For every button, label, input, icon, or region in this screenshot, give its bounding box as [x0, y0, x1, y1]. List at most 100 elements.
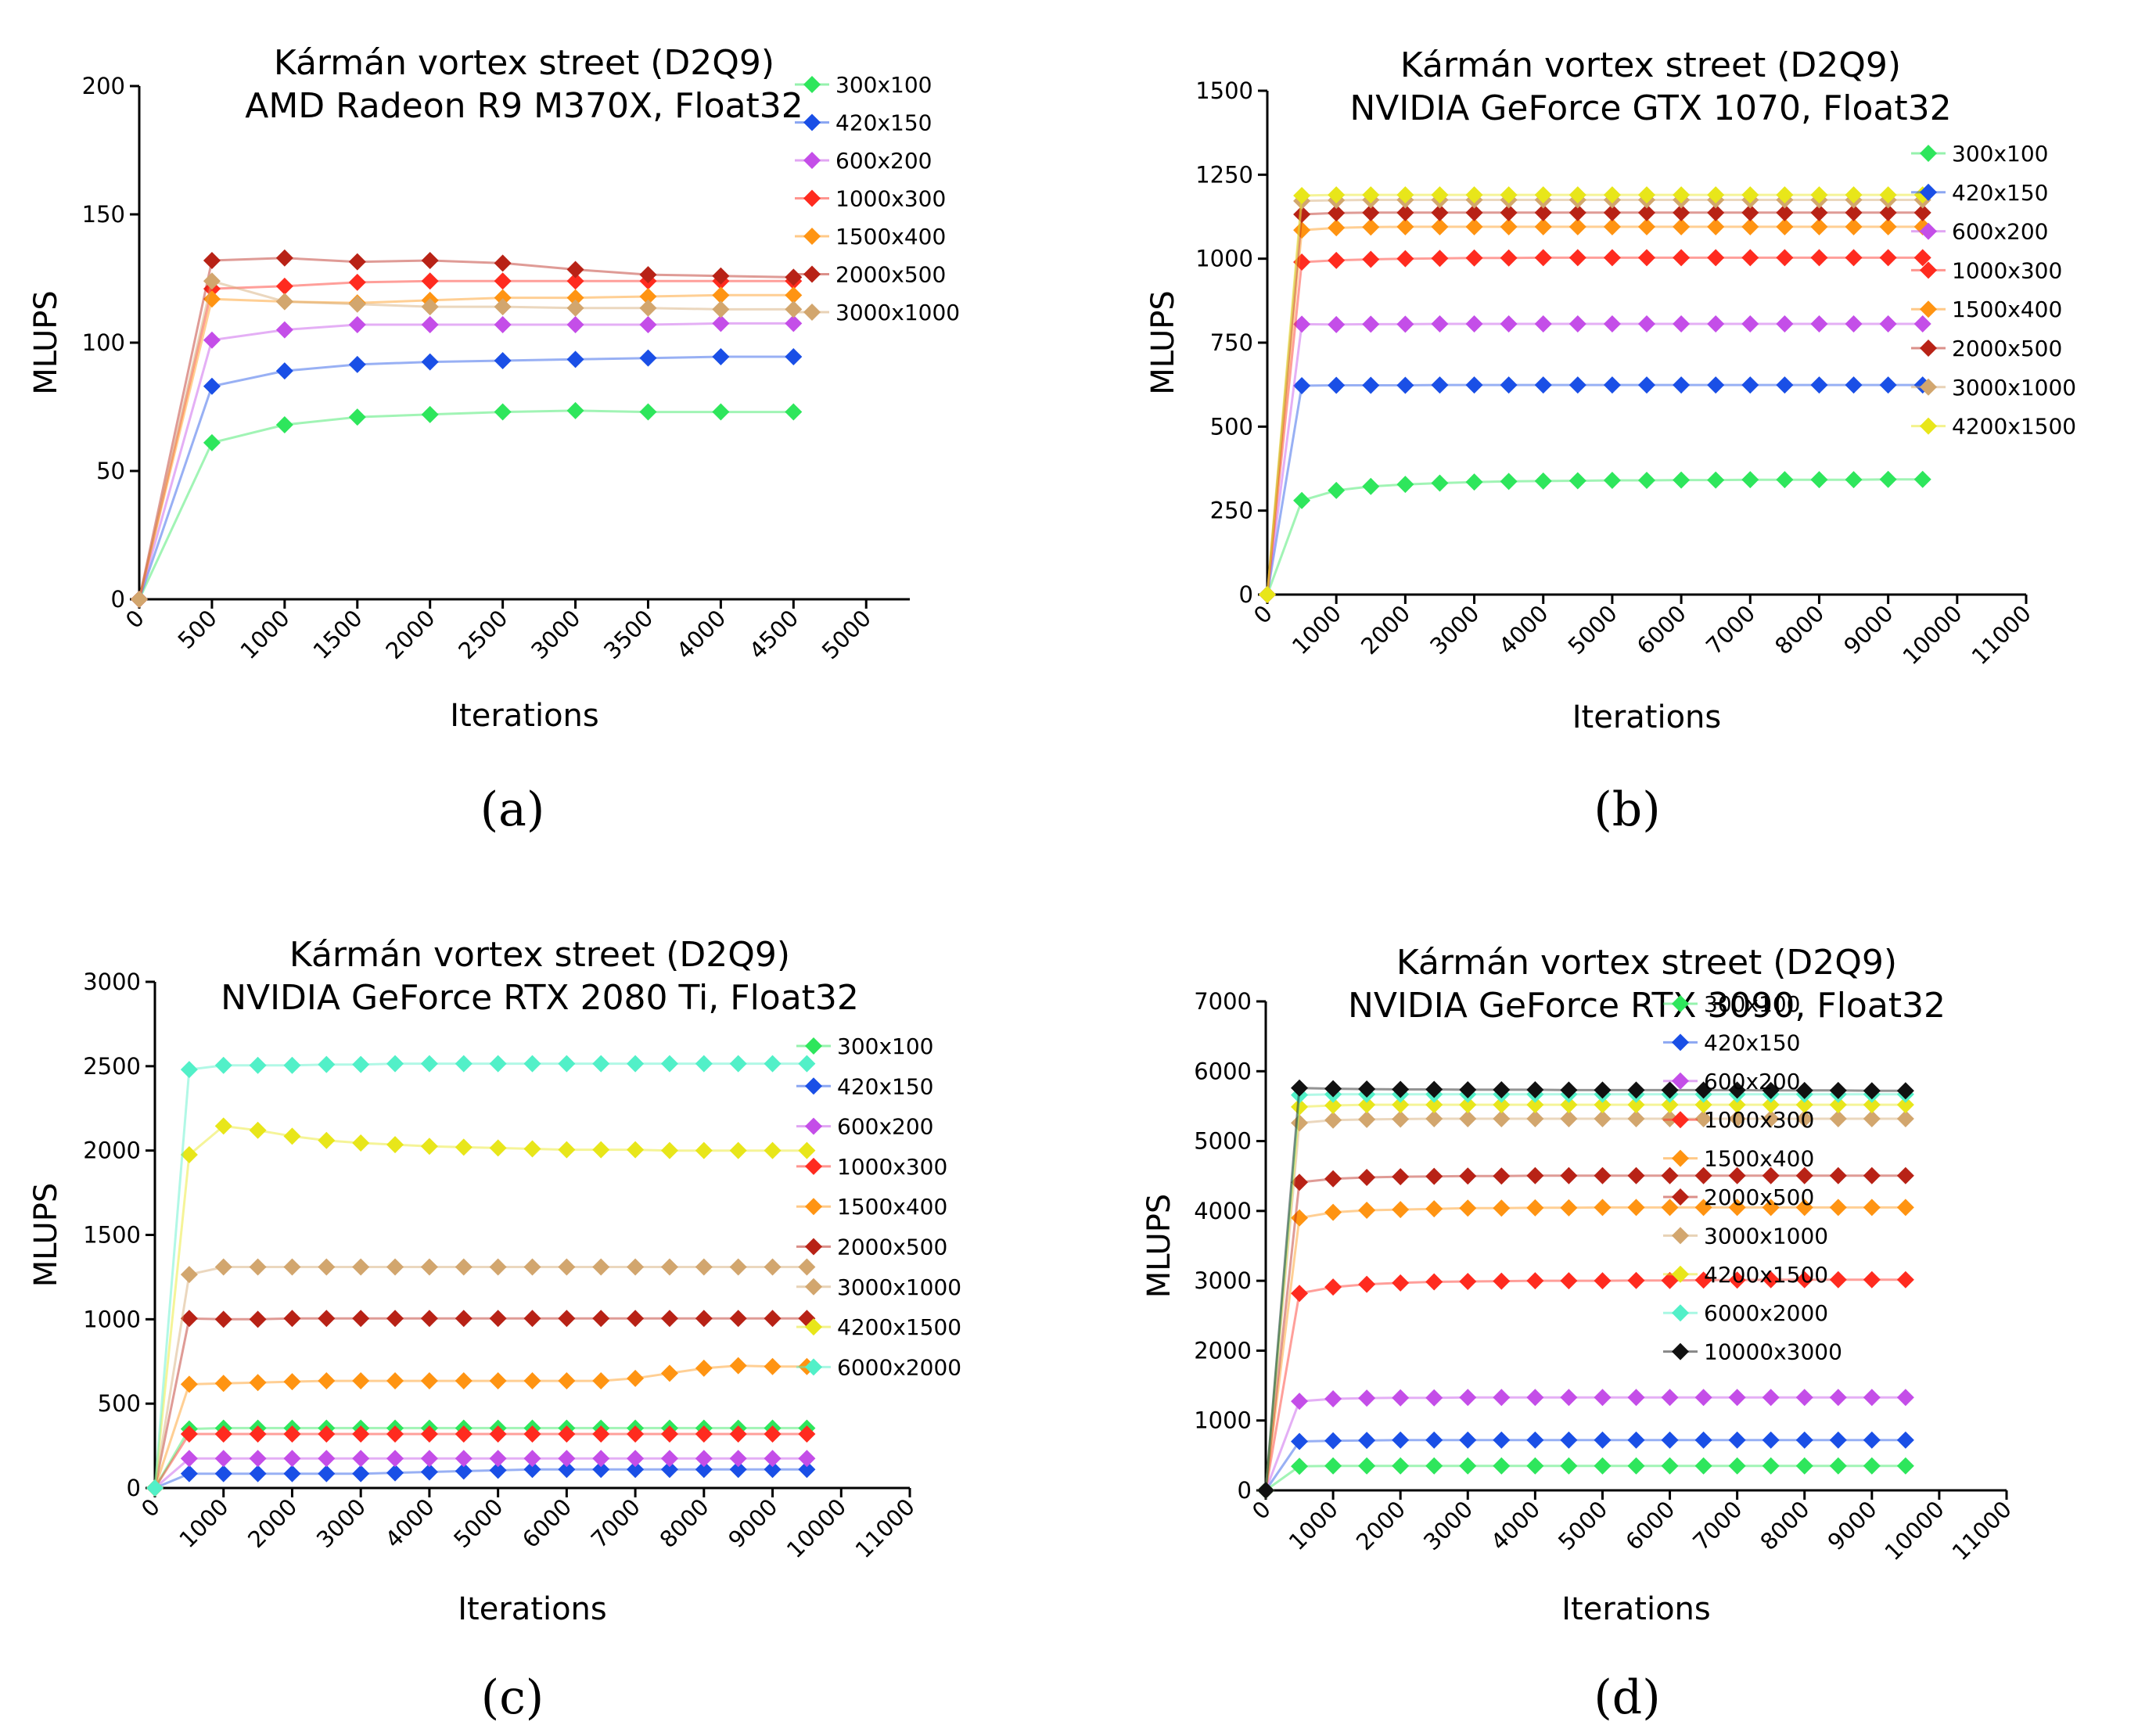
y-tick-label: 500: [98, 1390, 141, 1417]
data-point-600x200: [180, 1450, 198, 1468]
data-point-3000x1000: [1358, 1110, 1376, 1128]
series-1000x300: [1259, 249, 1931, 603]
data-point-1000x300: [627, 1425, 645, 1443]
y-tick-label: 1000: [1195, 246, 1253, 272]
y-axis-label: MLUPS: [1141, 1194, 1177, 1299]
data-point-1500x400: [764, 1357, 782, 1375]
data-point-2000x500: [455, 1310, 473, 1328]
data-point-3000x1000: [627, 1258, 645, 1276]
x-tick-label: 5000: [448, 1493, 508, 1553]
data-point-1000x300: [494, 272, 512, 290]
data-point-4200x1500: [1392, 1096, 1410, 1114]
data-point-420x150: [1293, 376, 1311, 394]
data-point-2000x500: [348, 253, 366, 271]
data-point-1500x400: [1728, 1199, 1746, 1217]
data-point-1500x400: [1603, 217, 1621, 235]
data-point-2000x500: [1526, 1166, 1544, 1184]
data-point-420x150: [318, 1465, 336, 1483]
panel-letter-b: (b): [1594, 782, 1660, 837]
data-point-420x150: [592, 1461, 610, 1479]
data-point-2000x500: [566, 261, 584, 279]
y-tick-label: 50: [96, 458, 125, 484]
data-point-10000x3000: [1896, 1082, 1914, 1100]
data-point-6000x2000: [352, 1055, 370, 1073]
data-point-1500x400: [1358, 1201, 1376, 1219]
data-point-3000x1000: [318, 1258, 336, 1276]
data-point-300x100: [1627, 1457, 1645, 1475]
data-point-420x150: [1324, 1432, 1342, 1450]
series-line-2000x500: [138, 257, 794, 600]
data-point-300x100: [421, 405, 439, 423]
data-point-1000x300: [1728, 1271, 1746, 1289]
data-point-300x100: [1493, 1457, 1511, 1475]
series-420x150: [131, 348, 803, 608]
data-point-1000x300: [1534, 249, 1552, 267]
series-3000x1000: [146, 1258, 816, 1497]
series-line-600x200: [138, 322, 794, 600]
data-point-3000x1000: [275, 293, 293, 311]
data-point-420x150: [1638, 376, 1655, 394]
data-point-1500x400: [639, 287, 657, 305]
data-point-10000x3000: [1459, 1080, 1477, 1098]
data-point-1500x400: [1845, 217, 1863, 235]
legend-marker-300x100: [1920, 145, 1937, 162]
y-tick-label: 500: [1210, 413, 1253, 440]
data-point-10000x3000: [1661, 1081, 1679, 1099]
x-tick-label: 4000: [380, 1493, 440, 1553]
data-point-1000x300: [1776, 249, 1794, 267]
data-point-600x200: [1762, 1389, 1780, 1407]
data-point-4200x1500: [627, 1141, 645, 1159]
data-point-600x200: [1694, 1389, 1712, 1407]
data-point-1000x300: [275, 277, 293, 295]
data-point-3000x1000: [592, 1258, 610, 1276]
series-line-3000x1000: [138, 279, 794, 600]
data-point-1000x300: [1810, 249, 1828, 267]
legend-label-300x100: 300x100: [835, 72, 932, 98]
y-tick-label: 100: [82, 329, 125, 356]
data-point-420x150: [1465, 376, 1483, 394]
data-point-300x100: [494, 403, 512, 421]
data-point-1000x300: [420, 1425, 438, 1443]
x-tick-label: 8000: [655, 1493, 714, 1553]
legend-marker-1500x400: [805, 1198, 822, 1216]
data-point-1000x300: [566, 272, 584, 290]
legend-label-600x200: 600x200: [1952, 219, 2048, 245]
data-point-4200x1500: [1431, 186, 1449, 204]
y-tick-label: 4000: [1194, 1198, 1252, 1224]
data-point-1000x300: [180, 1425, 198, 1443]
data-point-2000x500: [1362, 203, 1380, 221]
x-tick-label: 7000: [586, 1493, 645, 1553]
data-point-10000x3000: [1728, 1081, 1746, 1099]
series-600x200: [1257, 1389, 1914, 1499]
legend-label-4200x1500: 4200x1500: [1704, 1262, 1828, 1288]
data-point-600x200: [1459, 1389, 1477, 1407]
data-point-3000x1000: [1829, 1110, 1847, 1127]
series-line-2000x500: [1266, 211, 1923, 595]
data-point-300x100: [1913, 470, 1931, 488]
data-point-420x150: [1291, 1432, 1309, 1450]
data-point-300x100: [1896, 1457, 1914, 1475]
data-point-1000x300: [558, 1425, 576, 1443]
data-point-2000x500: [627, 1310, 645, 1328]
data-point-3000x1000: [1493, 1110, 1511, 1127]
data-point-10000x3000: [1594, 1081, 1612, 1099]
data-point-4200x1500: [798, 1141, 816, 1159]
data-point-420x150: [729, 1461, 747, 1479]
legend-marker-3000x1000: [803, 304, 821, 321]
data-point-300x100: [1534, 472, 1552, 490]
data-point-1000x300: [283, 1425, 301, 1443]
legend-label-3000x1000: 3000x1000: [835, 300, 960, 325]
data-point-6000x2000: [558, 1055, 576, 1073]
data-point-1500x400: [1526, 1199, 1544, 1217]
series-line-600x200: [1266, 322, 1923, 595]
data-point-4200x1500: [1879, 186, 1897, 204]
data-point-4200x1500: [489, 1139, 507, 1157]
data-point-2000x500: [1293, 205, 1311, 223]
data-point-2000x500: [318, 1310, 336, 1328]
data-point-2000x500: [660, 1310, 678, 1328]
data-point-4200x1500: [1526, 1096, 1544, 1114]
data-point-600x200: [1324, 1390, 1342, 1408]
data-point-3000x1000: [798, 1258, 816, 1276]
x-tick-label: 1000: [174, 1493, 233, 1553]
